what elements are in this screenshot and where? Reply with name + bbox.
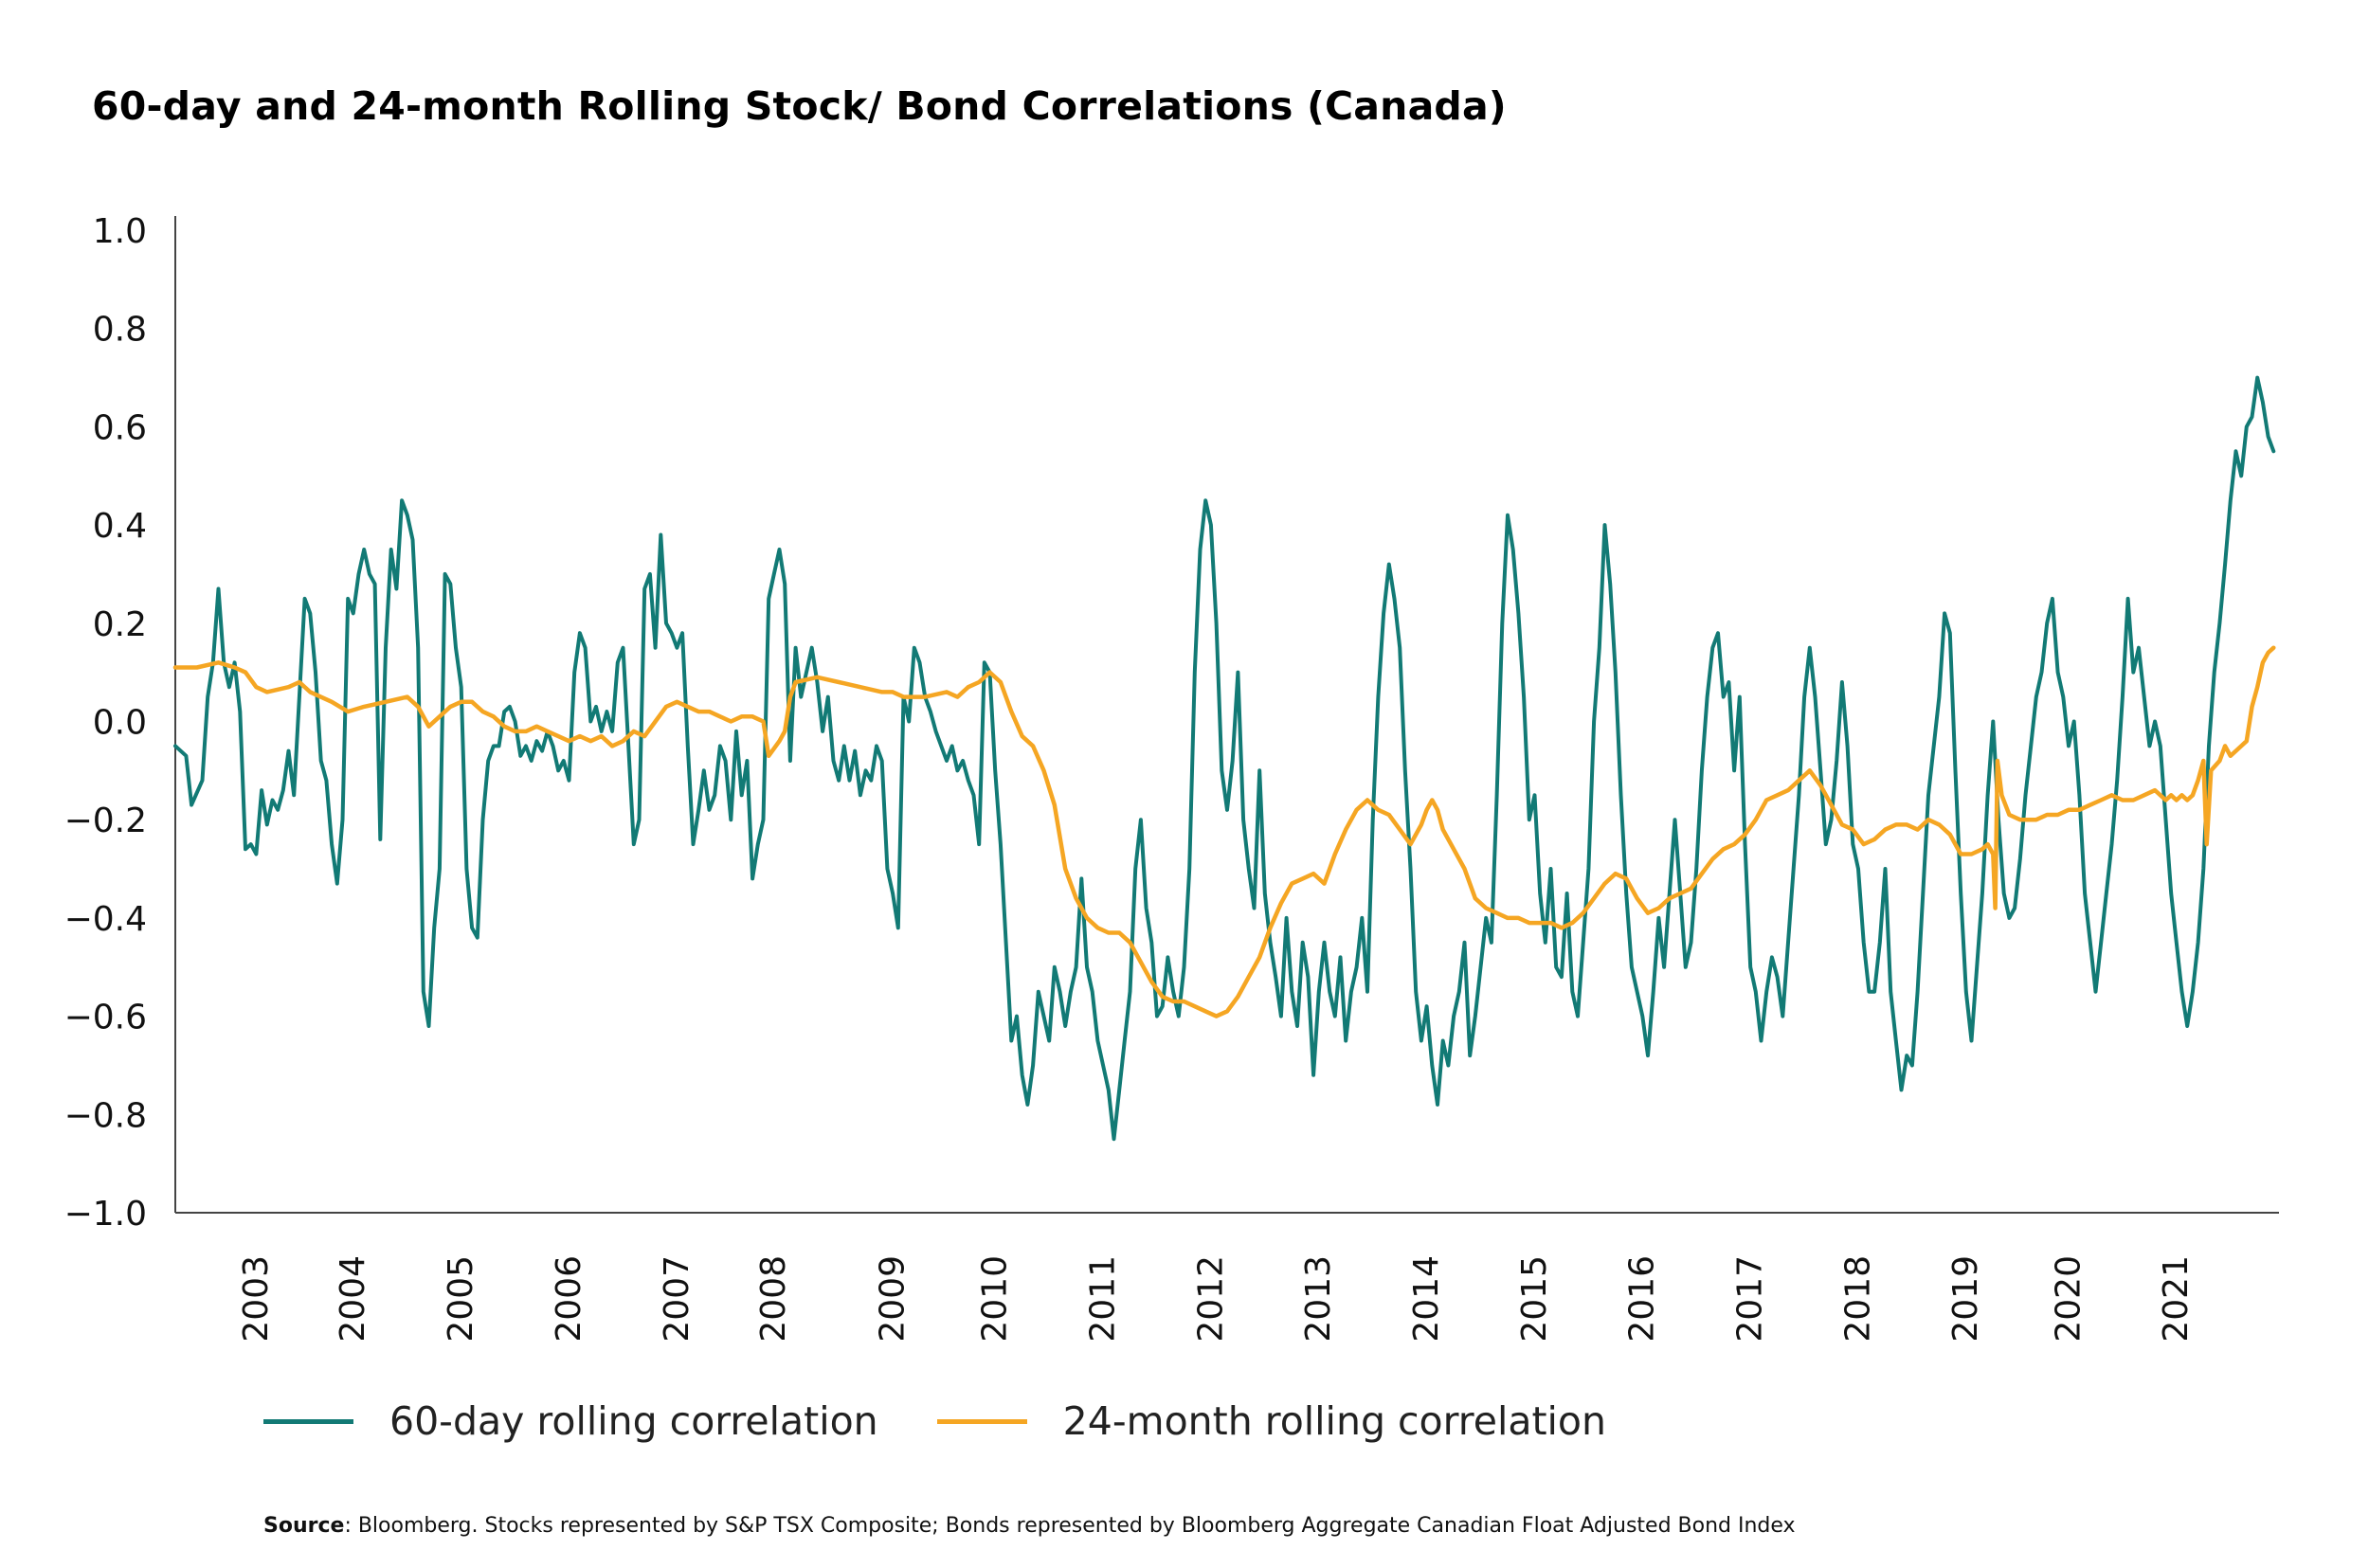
- x-tick-label: 2004: [334, 1255, 372, 1343]
- legend-label-60-day: 60-day rolling correlation: [389, 1398, 878, 1444]
- x-tick-label: 2010: [976, 1255, 1015, 1343]
- y-tick-label: −0.4: [64, 900, 147, 939]
- x-axis: 2003 2004 2005 2006 2007 2008 2009 2010 2011 2012…: [175, 1212, 2279, 1343]
- legend-swatch-teal: [263, 1418, 353, 1424]
- x-tick-label: 2020: [2049, 1255, 2088, 1343]
- y-tick-label: 0.4: [93, 507, 147, 546]
- x-tick-label: 2013: [1299, 1255, 1338, 1343]
- x-tick-label: 2016: [1623, 1255, 1662, 1343]
- y-tick-label: 0.6: [93, 408, 147, 447]
- y-tick-label: −0.8: [64, 1096, 147, 1135]
- y-tick-label: 1.0: [93, 212, 147, 251]
- x-tick-label: 2018: [1838, 1255, 1877, 1343]
- x-tick-label: 2007: [658, 1255, 696, 1343]
- x-tick-label: 2003: [237, 1255, 276, 1343]
- legend: 60-day rolling correlation 24-month roll…: [263, 1393, 1665, 1450]
- source-label: Source: [263, 1514, 345, 1538]
- series-layer: [172, 375, 2276, 1142]
- legend-swatch-orange: [936, 1418, 1027, 1424]
- source-text: : Bloomberg. Stocks represented by S&P T…: [344, 1514, 1796, 1538]
- source-note: Source: Bloomberg. Stocks represented by…: [263, 1514, 1796, 1538]
- x-tick-label: 2006: [550, 1255, 588, 1343]
- series-line-24-month: [172, 645, 2276, 1018]
- x-tick-label: 2021: [2157, 1255, 2196, 1343]
- y-tick-label: −0.2: [64, 802, 147, 840]
- y-tick-label: 0.2: [93, 605, 147, 644]
- x-tick-label: 2014: [1407, 1255, 1446, 1343]
- y-tick-label: −0.6: [64, 999, 147, 1037]
- x-tick-label: 2008: [754, 1255, 793, 1343]
- chart-title: 60-day and 24-month Rolling Stock/ Bond …: [92, 83, 1507, 129]
- x-tick-label: 2005: [442, 1255, 480, 1343]
- y-tick-label: 0.8: [93, 311, 147, 350]
- x-tick-label: 2019: [1946, 1255, 1985, 1343]
- y-tick-label: −1.0: [64, 1195, 147, 1234]
- x-tick-label: 2011: [1083, 1255, 1122, 1343]
- x-tick-label: 2015: [1515, 1255, 1554, 1343]
- legend-item-24-month: 24-month rolling correlation: [936, 1398, 1606, 1444]
- x-tick-label: 2017: [1731, 1255, 1770, 1343]
- y-axis: 1.0 0.8 0.6 0.4 0.2 0.0 −0.2 −0.4 −0.6 −0.8 −1.0: [64, 212, 176, 1234]
- x-tick-label: 2012: [1191, 1255, 1230, 1343]
- legend-label-24-month: 24-month rolling correlation: [1062, 1398, 1606, 1444]
- y-tick-label: 0.0: [93, 704, 147, 743]
- x-tick-label: 2009: [873, 1255, 912, 1343]
- series-line-60-day: [173, 375, 2276, 1142]
- legend-item-60-day: 60-day rolling correlation: [263, 1398, 878, 1444]
